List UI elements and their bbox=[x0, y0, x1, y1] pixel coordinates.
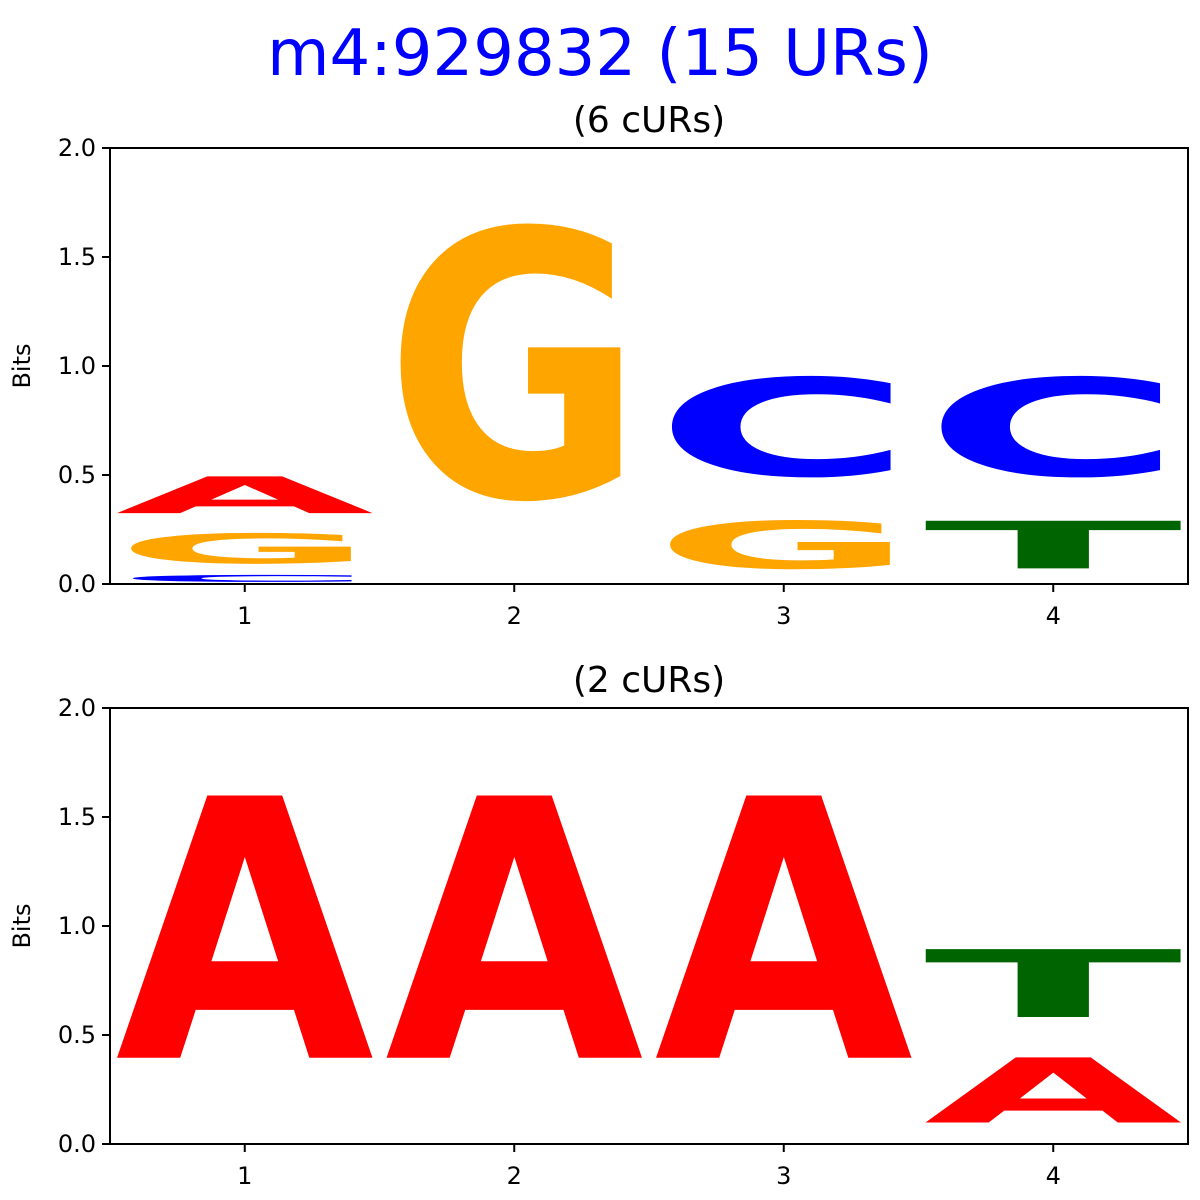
x-tick-label: 4 bbox=[1046, 1162, 1061, 1190]
y-tick-label: 0.0 bbox=[58, 1130, 96, 1158]
logo-letter-T: T bbox=[924, 508, 1185, 584]
logo-letter-A: A bbox=[924, 1040, 1183, 1144]
logo-letter-A: A bbox=[115, 467, 374, 526]
main-title: m4:929832 (15 URs) bbox=[267, 17, 933, 91]
y-tick-label: 0.5 bbox=[58, 461, 96, 489]
x-tick-label: 4 bbox=[1046, 602, 1061, 630]
x-tick-label: 2 bbox=[507, 1162, 522, 1190]
y-axis-label: Bits bbox=[8, 903, 36, 948]
x-tick-label: 1 bbox=[237, 1162, 252, 1190]
y-tick-label: 2.0 bbox=[58, 694, 96, 722]
x-tick-label: 3 bbox=[776, 602, 791, 630]
panel-title: (6 cURs) bbox=[573, 100, 725, 141]
logo-letter-G: G bbox=[115, 525, 374, 573]
y-tick-label: 1.0 bbox=[58, 912, 96, 940]
logo-letter-T: T bbox=[924, 931, 1185, 1039]
y-tick-label: 2.0 bbox=[58, 134, 96, 162]
logo-letter-C: C bbox=[924, 351, 1183, 507]
x-tick-label: 1 bbox=[237, 602, 252, 630]
x-tick-label: 2 bbox=[507, 602, 522, 630]
logo-letter-A: A bbox=[654, 724, 915, 1142]
y-axis-label: Bits bbox=[8, 343, 36, 388]
logo-letter-A: A bbox=[115, 724, 376, 1142]
logo-letter-C: C bbox=[115, 573, 374, 584]
logo-letter-C: C bbox=[654, 351, 913, 507]
x-tick-label: 3 bbox=[776, 1162, 791, 1190]
y-tick-label: 0.5 bbox=[58, 1021, 96, 1049]
logo-letter-G: G bbox=[654, 508, 913, 584]
y-tick-label: 1.5 bbox=[58, 803, 96, 831]
panel-title: (2 cURs) bbox=[573, 660, 725, 701]
y-tick-label: 1.0 bbox=[58, 352, 96, 380]
logo-letter-G: G bbox=[385, 155, 644, 583]
logo-letter-A: A bbox=[385, 724, 646, 1142]
y-tick-label: 1.5 bbox=[58, 243, 96, 271]
y-tick-label: 0.0 bbox=[58, 570, 96, 598]
